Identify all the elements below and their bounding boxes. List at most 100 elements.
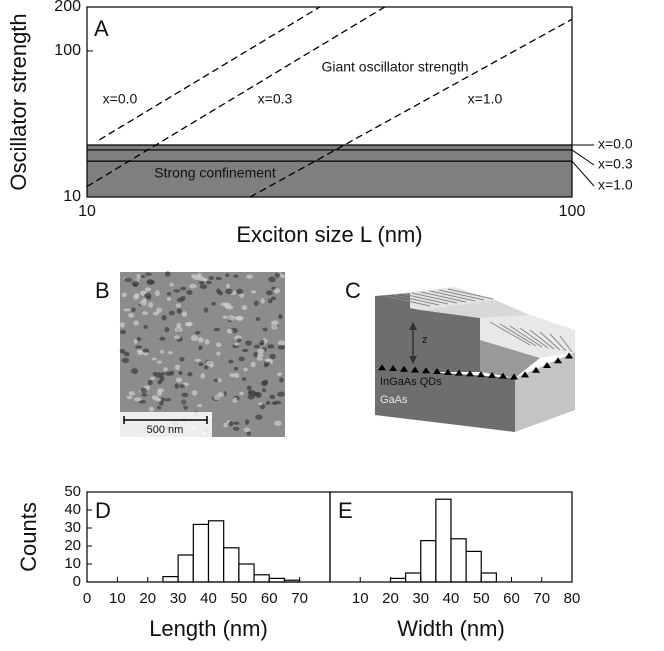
x-axis-label: Exciton size L (nm) <box>236 222 422 247</box>
afm-grain <box>226 283 231 289</box>
afm-grain <box>126 395 133 400</box>
afm-grain <box>261 388 267 393</box>
afm-grain <box>246 431 252 436</box>
afm-grain <box>143 352 149 356</box>
afm-grain <box>199 284 208 290</box>
afm-grain <box>250 290 257 294</box>
afm-grain <box>159 401 164 406</box>
quantum-dot <box>444 368 452 375</box>
afm-grain <box>241 377 247 381</box>
afm-grain <box>205 360 214 366</box>
afm-grain <box>246 274 254 279</box>
series-group <box>87 7 572 197</box>
y-tick-label: 0 <box>73 573 81 590</box>
afm-grain <box>258 402 263 406</box>
afm-grain <box>121 292 128 298</box>
afm-grain <box>144 287 152 292</box>
stripe <box>529 329 555 350</box>
x-tick-label: 70 <box>291 590 308 607</box>
afm-grain <box>123 308 131 312</box>
afm-grain <box>134 397 142 402</box>
afm-grain <box>256 357 263 361</box>
afm-texture <box>119 271 286 436</box>
afm-grain <box>136 273 142 280</box>
schematic-panel: C z InGaAs QDs GaAs <box>345 278 575 432</box>
quantum-dot <box>499 372 507 379</box>
afm-grain <box>163 367 168 371</box>
quantum-dot <box>389 364 397 371</box>
afm-grain <box>128 391 135 396</box>
afm-grain <box>142 298 147 303</box>
afm-grain <box>174 364 181 371</box>
afm-grain <box>269 394 276 400</box>
afm-grain <box>208 275 214 280</box>
y-tick-label: 20 <box>64 537 81 554</box>
x-tick-label: 80 <box>564 590 581 607</box>
quantum-dot <box>422 367 430 374</box>
histogram-bar <box>405 572 422 583</box>
side-face <box>515 352 575 432</box>
afm-grain <box>142 348 150 354</box>
histogram-bar <box>223 547 240 583</box>
afm-grain <box>256 353 264 358</box>
afm-grain <box>239 391 245 396</box>
afm-grain <box>241 305 248 311</box>
afm-grain <box>164 326 170 333</box>
histogram-bar <box>207 520 225 583</box>
afm-grain <box>186 321 193 327</box>
afm-grain <box>164 398 172 402</box>
annotation: Strong confinement <box>154 165 276 181</box>
y-tick-label: 100 <box>54 42 81 59</box>
x-tick-label: 50 <box>473 590 490 607</box>
y-tick-label: 30 <box>64 519 81 536</box>
afm-grain <box>203 365 209 370</box>
afm-grain <box>215 342 222 348</box>
afm-grain <box>159 336 166 341</box>
reference-label: x=0.3 <box>598 156 633 172</box>
series-label: x=1.0 <box>468 91 503 107</box>
afm-grain <box>265 400 271 406</box>
afm-grain <box>216 288 221 294</box>
afm-grain <box>186 290 193 295</box>
afm-grain <box>119 322 125 328</box>
afm-grain <box>174 327 183 333</box>
afm-grain <box>161 314 167 321</box>
y-axis-label: Counts <box>16 502 41 572</box>
afm-grain <box>156 406 162 410</box>
afm-grain <box>232 397 238 404</box>
quantum-dot <box>488 371 496 378</box>
afm-grain <box>169 282 174 287</box>
panel-label: B <box>95 278 110 303</box>
afm-grain <box>190 335 198 342</box>
afm-grain <box>211 302 216 306</box>
afm-grain <box>121 357 130 364</box>
afm-grain <box>262 327 268 332</box>
afm-grain <box>238 356 245 362</box>
afm-grain <box>260 380 268 387</box>
quantum-dot <box>532 366 540 373</box>
x-tick-label: 10 <box>109 590 126 607</box>
histogram-bar <box>177 554 194 583</box>
afm-grain <box>135 345 143 349</box>
afm-grain <box>131 280 140 287</box>
afm-grain <box>234 342 240 346</box>
afm-grain <box>181 311 188 318</box>
afm-grain <box>269 353 276 360</box>
afm-grain <box>277 372 283 377</box>
stripe <box>429 290 476 302</box>
afm-grain <box>213 394 221 401</box>
afm-grain <box>222 315 228 319</box>
afm-grain <box>192 390 198 396</box>
afm-grain <box>243 367 248 372</box>
stripe <box>519 327 549 349</box>
afm-grain <box>151 357 157 361</box>
afm-grain <box>228 359 234 364</box>
reference-label: x=0.0 <box>598 136 633 152</box>
stripe <box>499 323 537 347</box>
histogram-bar <box>450 538 467 583</box>
afm-grain <box>174 383 179 389</box>
afm-grain <box>133 339 138 344</box>
quantum-dot <box>565 352 573 359</box>
afm-grain <box>277 345 286 350</box>
